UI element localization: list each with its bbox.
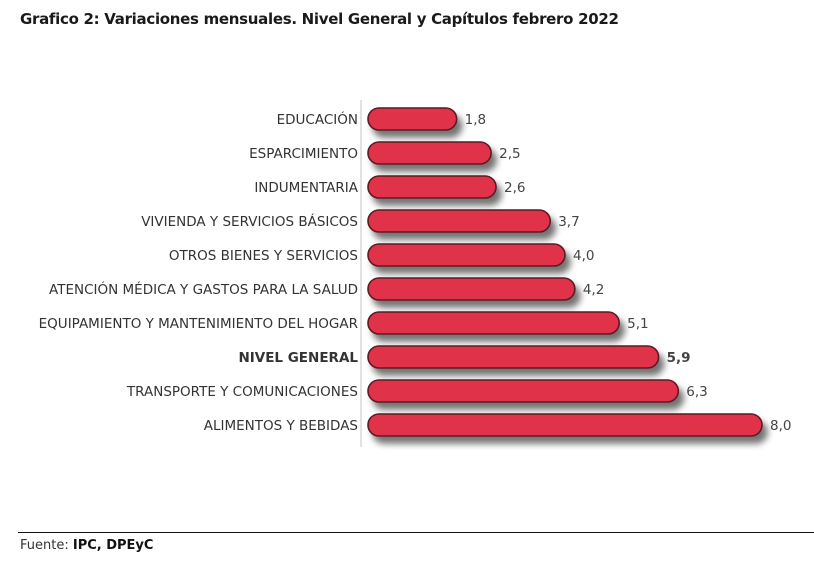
source-value: IPC, DPEyC: [72, 538, 154, 553]
value-label: 6,3: [686, 384, 707, 400]
bar-4: [367, 243, 566, 267]
source-prefix: Fuente:: [20, 538, 73, 553]
bar-5: [367, 277, 576, 301]
bar-3: [367, 209, 552, 233]
value-label: 5,9: [667, 350, 691, 366]
category-label: OTROS BIENES Y SERVICIOS: [169, 248, 358, 264]
category-label: ALIMENTOS Y BEBIDAS: [204, 418, 358, 434]
category-label: NIVEL GENERAL: [238, 350, 358, 366]
value-label: 1,8: [465, 112, 486, 128]
bar-6: [367, 311, 620, 335]
bar-9: [367, 413, 763, 437]
footer-divider: [18, 532, 814, 533]
value-label: 5,1: [627, 316, 648, 332]
bar-8: [367, 379, 680, 403]
category-label: EDUCACIÓN: [277, 110, 358, 128]
value-label: 3,7: [558, 214, 579, 230]
bar-chart: EDUCACIÓN 1,8 ESPARCIMIENTO 2,5 INDUMENTARIA…: [39, 100, 791, 447]
value-label: 2,5: [499, 146, 520, 162]
category-label: VIVIENDA Y SERVICIOS BÁSICOS: [141, 213, 358, 230]
value-label: 4,2: [583, 282, 604, 298]
bars-group: EDUCACIÓN 1,8 ESPARCIMIENTO 2,5 INDUMENTARIA…: [39, 107, 791, 437]
chart-title: Grafico 2: Variaciones mensuales. Nivel …: [20, 10, 619, 28]
value-label: 4,0: [573, 248, 594, 264]
bar-1: [367, 141, 492, 165]
value-label: 8,0: [770, 418, 791, 434]
category-label: ATENCIÓN MÉDICA Y GASTOS PARA LA SALUD: [49, 280, 358, 298]
category-label: ESPARCIMIENTO: [249, 146, 358, 162]
value-label: 2,6: [504, 180, 525, 196]
bar-0: [367, 107, 458, 131]
category-label: EQUIPAMIENTO Y MANTENIMIENTO DEL HOGAR: [39, 316, 358, 332]
category-label: INDUMENTARIA: [254, 180, 358, 196]
category-label: TRANSPORTE Y COMUNICACIONES: [126, 384, 358, 400]
source-note: Fuente: IPC, DPEyC: [20, 538, 153, 553]
bar-7: [367, 345, 660, 369]
bar-2: [367, 175, 497, 199]
